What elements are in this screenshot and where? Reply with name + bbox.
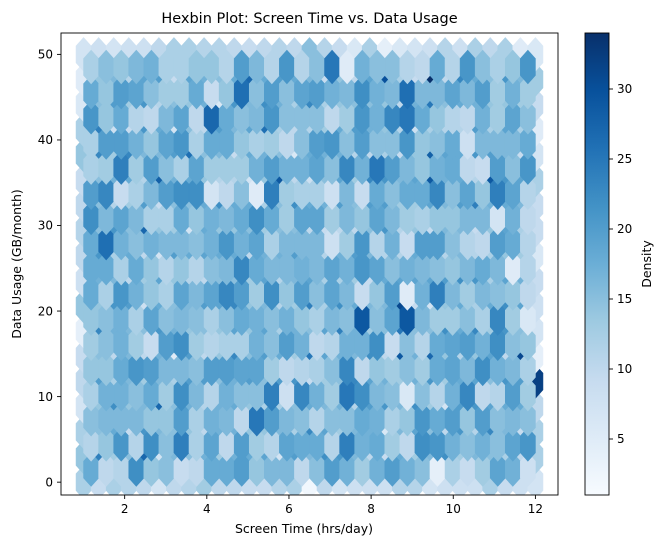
hexbin-cell [520, 301, 536, 336]
x-tick-label: 12 [528, 502, 543, 516]
hexbin-cell [520, 100, 536, 135]
colorbar-tick-label: 30 [617, 82, 632, 96]
hexbin-cell [520, 276, 536, 311]
x-tick-label: 8 [367, 502, 375, 516]
hexbin-cells [75, 37, 544, 495]
y-tick-label: 50 [38, 48, 53, 62]
y-tick-label: 10 [38, 390, 53, 404]
hexbin-cell [520, 225, 536, 261]
colorbar-tick-label: 15 [617, 292, 632, 306]
hexbin-cell [520, 74, 536, 110]
chart-title: Hexbin Plot: Screen Time vs. Data Usage [161, 11, 457, 27]
hexbin-cell [520, 402, 536, 437]
y-tick-label: 40 [38, 133, 53, 147]
hexbin-cell [520, 326, 536, 361]
y-tick-label: 20 [38, 304, 53, 318]
colorbar-ticks: 5 10 15 20 25 30 [609, 82, 632, 446]
x-tick-label: 2 [121, 502, 129, 516]
hexbin-cell [520, 49, 536, 85]
x-axis-label: Screen Time (hrs/day) [235, 521, 373, 536]
y-axis-label: Data Usage (GB/month) [9, 189, 24, 339]
hexbin-cell [520, 200, 536, 236]
colorbar-tick-label: 25 [617, 152, 632, 166]
hexbin-cell [520, 376, 536, 412]
hexbin-cell [520, 150, 536, 185]
hexbin-cell [520, 175, 536, 211]
hexbin-cell [520, 125, 536, 160]
colorbar-tick-label: 10 [617, 362, 632, 376]
x-tick-label: 4 [203, 502, 211, 516]
colorbar-label: Density [639, 240, 654, 288]
y-tick-label: 0 [45, 475, 53, 489]
colorbar-tick-label: 20 [617, 222, 632, 236]
plot-frame [60, 32, 559, 496]
hexbin-cell [520, 427, 536, 462]
y-tick-label: 30 [38, 219, 53, 233]
x-tick-label: 6 [285, 502, 293, 516]
y-axis: 0 10 20 30 40 50 [38, 48, 61, 489]
colorbar [584, 32, 610, 496]
hexbin-cell [520, 452, 536, 487]
colorbar-tick-label: 5 [617, 432, 625, 446]
x-axis: 2 4 6 8 10 12 [121, 495, 543, 516]
hexbin-cell [520, 351, 536, 387]
x-tick-label: 10 [446, 502, 461, 516]
hexbin-cell [520, 251, 536, 286]
